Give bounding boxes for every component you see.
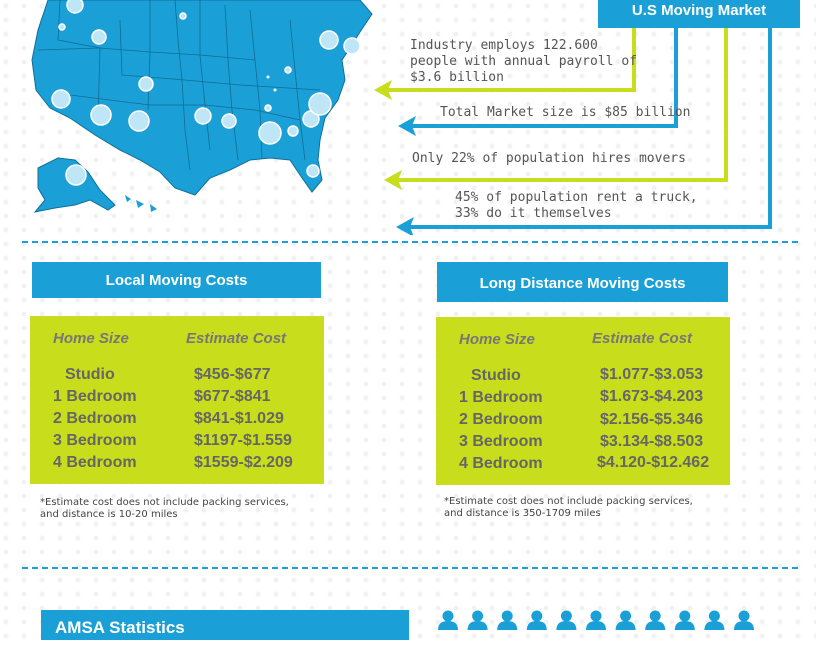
- long-cost-studio: $1.077-$3.053: [600, 366, 704, 383]
- local-costs-table: [30, 316, 324, 484]
- local-home-2br: 2 Bedroom: [53, 410, 137, 427]
- stat-industry-line3: $3.6 billion: [410, 70, 504, 85]
- stat-rent-truck: 45% of population rent a truck, 33% do i…: [455, 190, 698, 222]
- local-note-line1: *Estimate cost does not include packing …: [40, 497, 289, 508]
- person-icon: [615, 610, 636, 630]
- long-home-2br: 2 Bedroom: [459, 411, 543, 428]
- long-home-studio: Studio: [471, 367, 521, 384]
- long-costs-table: [436, 317, 730, 485]
- usa-map-icon: [31, 0, 373, 213]
- person-icon: [467, 610, 488, 630]
- person-icon: [497, 610, 518, 630]
- person-icon: [526, 610, 547, 630]
- long-costs-note: *Estimate cost does not include packing …: [444, 496, 693, 520]
- person-icon: [674, 610, 695, 630]
- long-col-home: Home Size: [459, 331, 535, 348]
- local-cost-3br: $1197-$1.559: [194, 432, 292, 449]
- local-cost-studio: $456-$677: [194, 366, 271, 383]
- local-home-3br: 3 Bedroom: [53, 432, 137, 449]
- long-home-4br: 4 Bedroom: [459, 455, 543, 472]
- amsa-title: AMSA Statistics: [41, 610, 409, 640]
- local-home-studio: Studio: [65, 366, 115, 383]
- local-costs-note: *Estimate cost does not include packing …: [40, 497, 289, 521]
- long-home-1br: 1 Bedroom: [459, 389, 543, 406]
- long-cost-3br: $3.134-$8.503: [600, 433, 704, 450]
- local-home-1br: 1 Bedroom: [53, 388, 137, 405]
- long-note-line1: *Estimate cost does not include packing …: [444, 496, 693, 507]
- stat-hires-movers: Only 22% of population hires movers: [412, 151, 686, 166]
- local-cost-4br: $1559-$2.209: [194, 454, 293, 471]
- person-icon: [704, 610, 725, 630]
- local-note-line2: and distance is 10-20 miles: [40, 509, 178, 520]
- people-icons: [438, 610, 754, 630]
- stat-industry-employment: Industry employs 122.600 people with ann…: [410, 38, 637, 86]
- stat-industry-line1: Industry employs 122.600: [410, 38, 598, 53]
- long-cost-2br: $2.156-$5.346: [600, 411, 704, 428]
- local-col-cost: Estimate Cost: [186, 330, 287, 347]
- market-title: U.S Moving Market: [598, 0, 800, 28]
- stat-rent-line1: 45% of population rent a truck,: [455, 190, 698, 205]
- local-home-4br: 4 Bedroom: [53, 454, 137, 471]
- person-icon: [556, 610, 577, 630]
- person-icon: [645, 610, 666, 630]
- local-col-home: Home Size: [53, 330, 129, 347]
- person-icon: [734, 610, 754, 630]
- person-icon: [438, 610, 458, 630]
- local-cost-1br: $677-$841: [194, 388, 271, 405]
- stat-market-size: Total Market size is $85 billion: [440, 105, 691, 120]
- local-costs-title: Local Moving Costs: [32, 262, 321, 298]
- section-divider: [22, 241, 798, 243]
- stat-rent-line2: 33% do it themselves: [455, 206, 612, 221]
- long-col-cost: Estimate Cost: [592, 330, 693, 347]
- long-cost-4br: $4.120-$12.462: [597, 454, 710, 471]
- stat-connector-lines: [374, 28, 772, 235]
- long-costs-title: Long Distance Moving Costs: [437, 262, 728, 302]
- long-cost-1br: $1.673-$4.203: [600, 388, 704, 405]
- long-home-3br: 3 Bedroom: [459, 433, 543, 450]
- section-divider-2: [22, 567, 798, 569]
- stat-industry-line2: people with annual payroll of: [410, 54, 637, 69]
- person-icon: [586, 610, 606, 630]
- local-cost-2br: $841-$1.029: [194, 410, 284, 427]
- long-note-line2: and distance is 350-1709 miles: [444, 508, 601, 519]
